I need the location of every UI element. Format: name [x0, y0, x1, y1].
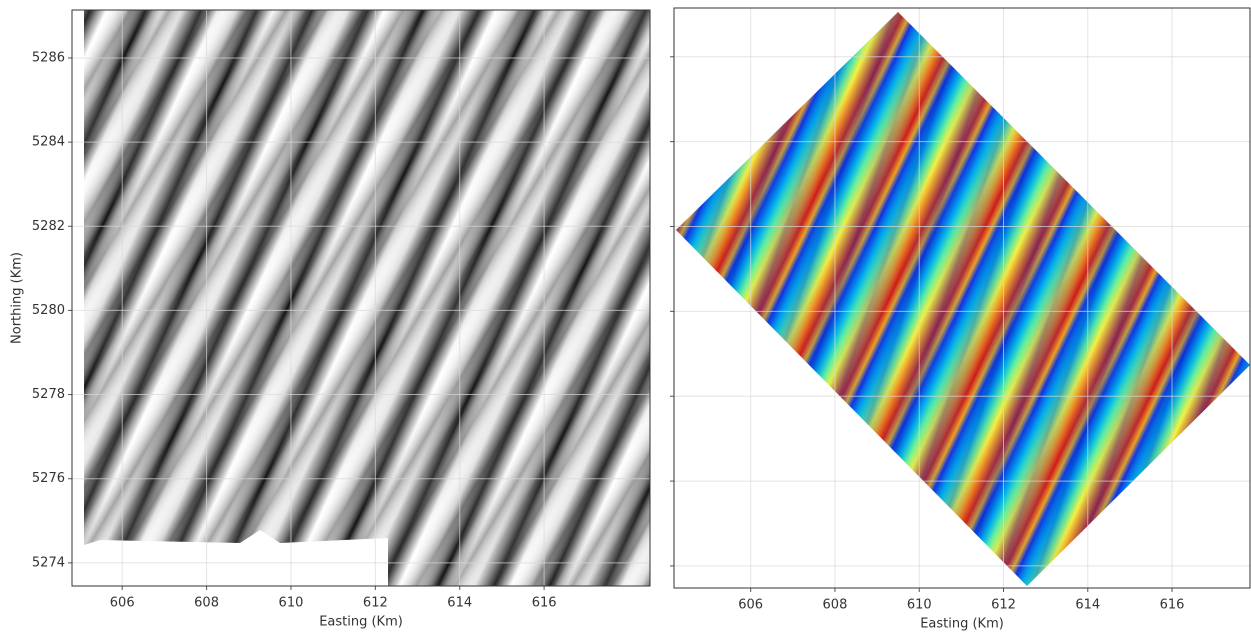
- y-tick-label: 5278: [32, 387, 65, 402]
- x-axis-label: Easting (Km): [920, 617, 1004, 632]
- y-tick-label: 5274: [32, 555, 65, 570]
- y-axis-label: Northing (Km): [10, 252, 25, 344]
- x-tick-label: 614: [447, 596, 472, 611]
- x-tick-label: 610: [907, 598, 932, 613]
- y-tick-label: 5284: [32, 135, 65, 150]
- x-tick-label: 616: [1160, 598, 1185, 613]
- x-tick-label: 608: [823, 598, 848, 613]
- x-tick-label: 616: [532, 596, 557, 611]
- x-tick-label: 610: [279, 596, 304, 611]
- x-tick-label: 612: [363, 596, 388, 611]
- figure: 606 608 610 612 614 616 5274 5276 5278 5280 5282 52…: [0, 0, 1251, 634]
- y-tick-label: 5286: [32, 50, 65, 65]
- x-tick-label: 612: [991, 598, 1016, 613]
- y-tick-label: 5280: [32, 303, 65, 318]
- right-image: [676, 12, 1250, 586]
- x-axis-label: Easting (Km): [319, 615, 403, 630]
- x-tick-label: 614: [1075, 598, 1100, 613]
- x-tick-label: 606: [110, 596, 135, 611]
- y-tick-label: 5282: [32, 219, 65, 234]
- left-image: [84, 10, 650, 586]
- x-tick-label: 606: [738, 598, 763, 613]
- x-tick-label: 608: [194, 596, 219, 611]
- y-tick-label: 5276: [32, 471, 65, 486]
